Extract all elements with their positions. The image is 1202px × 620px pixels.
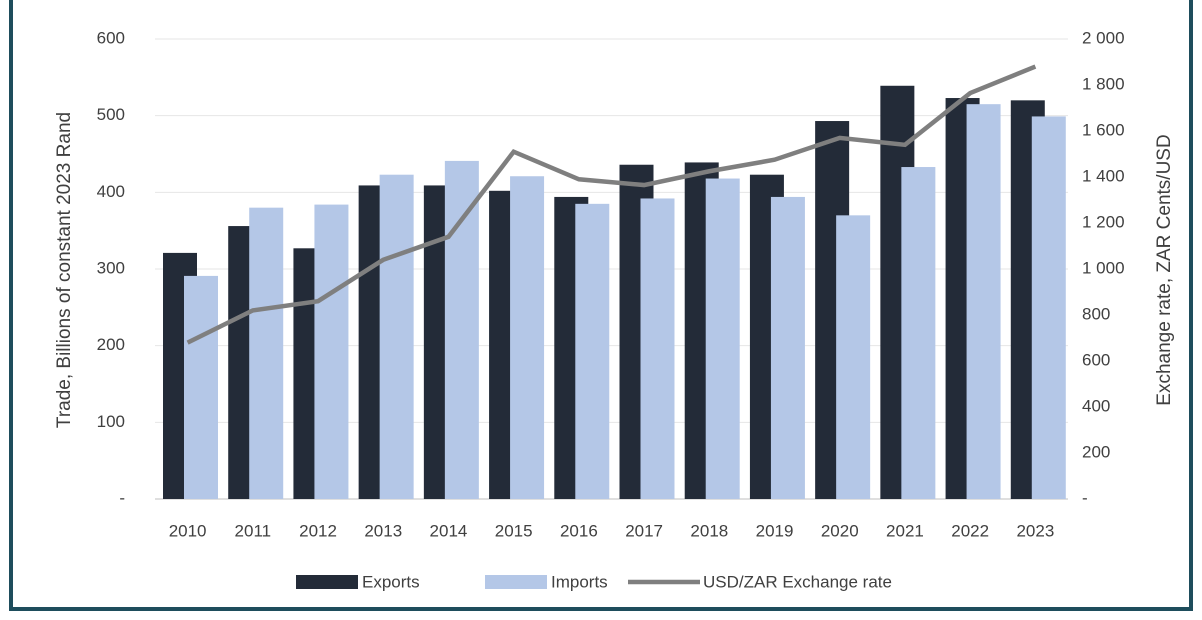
y2-axis-title: Exchange rate, ZAR Cents/USD <box>1154 134 1175 405</box>
x-tick-label: 2015 <box>495 521 533 540</box>
bar <box>901 167 936 500</box>
bar <box>444 160 479 499</box>
y2-tick-label: 400 <box>1082 396 1110 415</box>
x-tick-label: 2012 <box>299 521 337 540</box>
legend-label: USD/ZAR Exchange rate <box>703 572 892 591</box>
x-tick-label: 2018 <box>690 521 728 540</box>
bar <box>249 207 284 499</box>
bar <box>1031 116 1066 499</box>
legend-swatch <box>296 575 358 589</box>
y2-tick-label: 1 400 <box>1082 166 1125 185</box>
bar <box>836 215 871 500</box>
y2-tick-label: 1 200 <box>1082 212 1125 231</box>
y2-tick-label: 600 <box>1082 350 1110 369</box>
y2-tick-label: 2 000 <box>1082 28 1125 47</box>
bar <box>510 176 545 499</box>
x-tick-label: 2022 <box>951 521 989 540</box>
y-axis-title: Trade, Billions of constant 2023 Rand <box>54 112 75 428</box>
line <box>186 64 1037 345</box>
bar <box>770 196 805 499</box>
x-tick-label: 2020 <box>821 521 859 540</box>
y-tick-label: 600 <box>97 28 125 47</box>
y2-tick-label: 1 000 <box>1082 258 1125 277</box>
legend-label: Imports <box>551 572 608 591</box>
x-tick-label: 2021 <box>886 521 924 540</box>
x-tick-label: 2023 <box>1016 521 1054 540</box>
x-tick-label: 2019 <box>756 521 794 540</box>
y2-tick-label: 200 <box>1082 442 1110 461</box>
y-tick-label: - <box>119 488 125 507</box>
y-tick-label: 400 <box>97 182 125 201</box>
bar <box>184 275 218 499</box>
bar <box>966 104 1001 500</box>
legend-label: Exports <box>362 572 420 591</box>
bar <box>575 203 610 500</box>
y-tick-label: 100 <box>97 412 125 431</box>
bar <box>705 178 740 500</box>
x-tick-label: 2016 <box>560 521 598 540</box>
legend-swatch <box>485 575 547 589</box>
bar <box>314 204 349 499</box>
y-tick-label: 500 <box>97 105 125 124</box>
x-tick-label: 2014 <box>430 521 468 540</box>
bar <box>379 174 414 499</box>
x-tick-label: 2017 <box>625 521 663 540</box>
y2-tick-label: 1 600 <box>1082 120 1125 139</box>
y2-tick-label: 800 <box>1082 304 1110 323</box>
x-tick-label: 2013 <box>364 521 402 540</box>
bar <box>640 198 675 499</box>
y-tick-label: 300 <box>97 258 125 277</box>
y2-tick-label: - <box>1082 488 1088 507</box>
x-tick-label: 2010 <box>169 521 207 540</box>
y2-tick-label: 1 800 <box>1082 74 1125 93</box>
x-tick-label: 2011 <box>235 521 272 540</box>
y-tick-label: 200 <box>97 335 125 354</box>
